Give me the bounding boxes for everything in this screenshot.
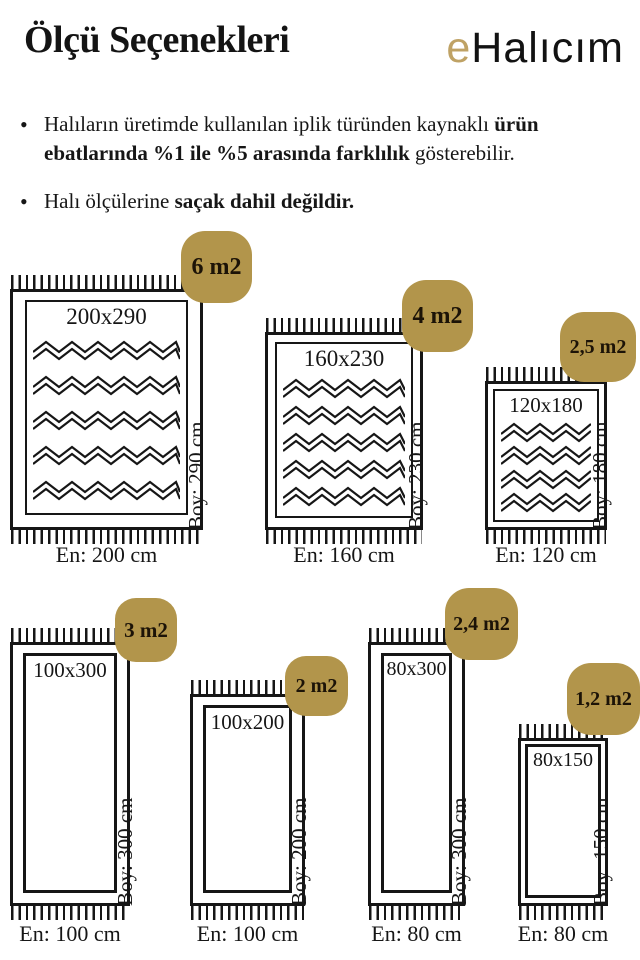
fringe-bottom: [266, 530, 422, 544]
area-badge: 1,2 m2: [567, 663, 640, 735]
fringe-bottom: [11, 906, 129, 920]
rug-width-label: En: 80 cm: [371, 921, 462, 946]
rug-size-label: 120x180: [509, 393, 583, 417]
rug-length-label: Boy: 300 cm: [447, 797, 471, 907]
rug-outline: 80x300: [368, 642, 465, 906]
rug-figure: 2,4 m2 80x300 Boy: 300 cm En: 80 cm: [368, 588, 518, 946]
rug-length-label: Boy: 150 cm: [589, 797, 613, 907]
rug-size-label: 100x300: [33, 658, 107, 682]
rug-figure: 4 m2 160x230 Boy: 230 cm En: 160 cm: [265, 280, 473, 567]
zigzag-pattern: [528, 772, 598, 895]
rug-width-label: En: 100 cm: [196, 921, 299, 946]
area-badge: 6 m2: [181, 231, 252, 303]
fringe-bottom: [519, 906, 607, 920]
note-item: • Halı ölçülerine saçak dahil değildir.: [20, 187, 620, 218]
rug-outline: 200x290: [10, 289, 203, 530]
rug-outline: 80x150: [518, 738, 608, 906]
rug-width-label: En: 120 cm: [495, 542, 597, 567]
rug-outline: 100x300: [10, 642, 130, 906]
brand-logo-text: Halıcım: [471, 24, 624, 72]
rug-figure: 1,2 m2 80x150 Boy: 150 cm En: 80 cm: [518, 663, 640, 946]
area-badge: 3 m2: [115, 598, 177, 662]
rug-width-label: En: 200 cm: [55, 542, 158, 567]
rug-size-label: 200x290: [66, 304, 147, 329]
rug-length-label: Boy: 200 cm: [287, 797, 311, 907]
rug-border: 160x230: [275, 342, 413, 518]
area-badge: 2 m2: [285, 656, 348, 716]
zigzag-pattern: [27, 330, 186, 513]
rug-size-label: 80x150: [533, 749, 593, 771]
rug-border: 120x180: [493, 389, 599, 522]
rug-length-label: Boy: 290 cm: [184, 421, 208, 531]
note-text: Halı ölçülerine saçak dahil değildir.: [44, 188, 355, 213]
fringe-bottom: [11, 530, 202, 544]
area-badge: 4 m2: [402, 280, 473, 352]
notes-list: • Halıların üretimde kullanılan iplik tü…: [20, 110, 620, 236]
zigzag-pattern: [277, 372, 411, 516]
brand-logo: eHalıcım: [446, 24, 624, 73]
rug-figure: 6 m2 200x290 Boy: 290 cm En: 200 cm: [10, 231, 252, 567]
fringe-top: [11, 628, 129, 642]
rug-length-label: Boy: 300 cm: [113, 797, 137, 907]
rug-border: 100x300: [23, 653, 117, 893]
note-item: • Halıların üretimde kullanılan iplik tü…: [20, 110, 620, 169]
rug-outline: 100x200: [190, 694, 305, 906]
fringe-top: [369, 628, 464, 642]
rug-length-label: Boy: 180 cm: [588, 421, 612, 531]
rug-outline: 160x230: [265, 332, 423, 530]
bullet-dot: •: [20, 188, 28, 214]
rug-width-label: En: 160 cm: [293, 542, 395, 567]
fringe-top: [191, 680, 304, 694]
rug-width-label: En: 100 cm: [19, 921, 121, 946]
rug-length-label: Boy: 230 cm: [404, 421, 428, 531]
rug-figure: 3 m2 100x300 Boy: 300 cm En: 100 cm: [10, 598, 177, 946]
fringe-top: [266, 318, 422, 332]
rug-border: 80x300: [381, 653, 452, 893]
zigzag-pattern: [206, 735, 289, 890]
rug-border: 200x290: [25, 300, 188, 515]
bullet-dot: •: [20, 112, 28, 137]
fringe-bottom: [191, 906, 304, 920]
zigzag-pattern: [384, 681, 449, 890]
note-text: Halıların üretimde kullanılan iplik türü…: [44, 112, 539, 166]
zigzag-pattern: [495, 418, 597, 520]
rug-size-label: 80x300: [386, 658, 447, 680]
fringe-bottom: [486, 530, 606, 544]
rug-border: 80x150: [525, 744, 601, 898]
zigzag-pattern: [26, 683, 114, 890]
rug-size-label: 160x230: [303, 346, 385, 371]
rug-width-label: En: 80 cm: [517, 921, 609, 946]
area-badge: 2,4 m2: [445, 588, 518, 660]
fringe-bottom: [369, 906, 464, 920]
area-badge: 2,5 m2: [560, 312, 636, 382]
fringe-top: [11, 275, 202, 289]
rug-size-label: 100x200: [210, 710, 285, 734]
brand-logo-accent-e: e: [446, 24, 472, 72]
rug-figure: 2 m2 100x200 Boy: 200 cm En: 100 cm: [190, 656, 348, 946]
rug-outline: 120x180: [485, 381, 607, 530]
rug-figure: 2,5 m2 120x180 Boy: 180 cm En: 120 cm: [485, 312, 636, 567]
page-title: Ölçü Seçenekleri: [24, 19, 290, 61]
rug-border: 100x200: [203, 705, 292, 893]
